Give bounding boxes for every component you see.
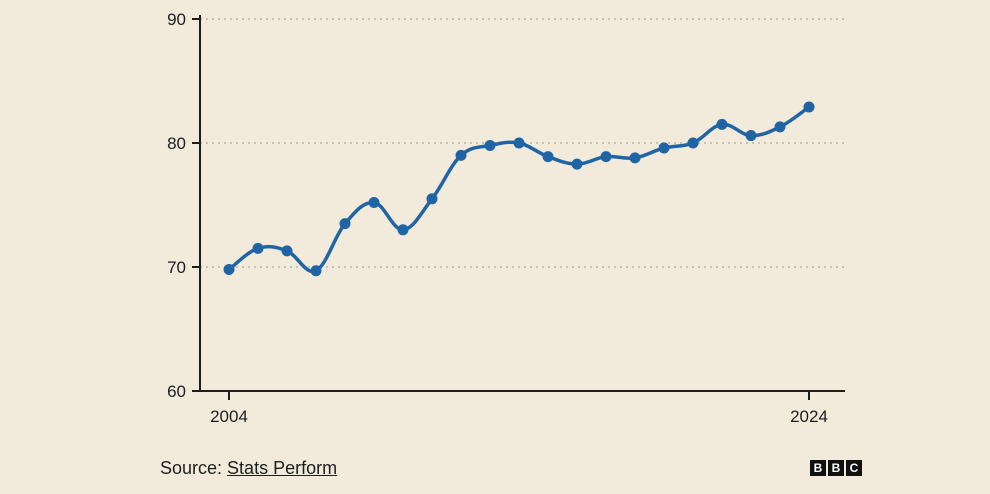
data-point-2017 bbox=[600, 151, 612, 163]
data-point-2014 bbox=[513, 137, 525, 149]
logo-letter-3: C bbox=[846, 460, 862, 476]
data-point-2018 bbox=[629, 152, 641, 164]
data-point-2009 bbox=[368, 197, 380, 209]
data-point-2016 bbox=[571, 158, 583, 170]
data-point-2020 bbox=[687, 137, 699, 149]
bbc-logo: B B C bbox=[810, 460, 862, 476]
source-link[interactable]: Stats Perform bbox=[227, 458, 338, 478]
data-point-2008 bbox=[339, 218, 351, 230]
data-point-2004 bbox=[223, 263, 235, 275]
source-note: Source: Stats Perform bbox=[160, 458, 337, 479]
series-layer bbox=[223, 101, 815, 277]
data-point-2010 bbox=[397, 224, 409, 236]
y-tick-label-90: 90 bbox=[167, 10, 186, 29]
axis-layer: 90 80 70 60 2004 2024 bbox=[167, 10, 845, 426]
series-line bbox=[227, 105, 811, 274]
x-tick-label-2024: 2024 bbox=[790, 407, 828, 426]
y-tick-label-60: 60 bbox=[167, 382, 186, 401]
data-point-2012 bbox=[455, 149, 467, 161]
data-point-2013 bbox=[484, 139, 496, 151]
logo-letter-2: B bbox=[828, 460, 844, 476]
data-point-2005 bbox=[252, 242, 264, 254]
data-point-2024 bbox=[803, 101, 815, 113]
data-point-2007 bbox=[310, 265, 322, 277]
y-tick-label-70: 70 bbox=[167, 258, 186, 277]
data-point-2006 bbox=[281, 245, 293, 257]
y-tick-label-80: 80 bbox=[167, 134, 186, 153]
data-point-2021 bbox=[716, 118, 728, 130]
x-tick-label-2004: 2004 bbox=[210, 407, 248, 426]
data-point-2022 bbox=[745, 130, 757, 142]
logo-letter-1: B bbox=[810, 460, 826, 476]
source-prefix: Source: bbox=[160, 458, 228, 478]
data-point-2023 bbox=[774, 121, 786, 133]
data-point-2015 bbox=[542, 151, 554, 163]
data-point-2019 bbox=[658, 142, 670, 154]
data-point-2011 bbox=[426, 193, 438, 205]
